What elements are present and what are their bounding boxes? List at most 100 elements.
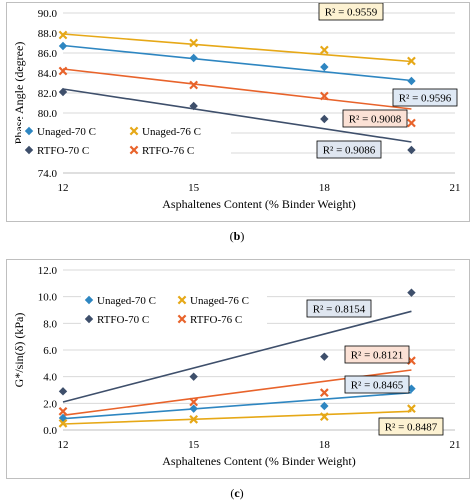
- data-point: [189, 80, 199, 90]
- data-point: [189, 53, 198, 63]
- legend: Unaged-70 C Unaged-76 C RTFO-70 C RTFO-76 C: [21, 119, 231, 163]
- legend-label: RTFO-70 C: [97, 314, 149, 326]
- series-group: [58, 87, 416, 155]
- r2-box: [316, 140, 382, 159]
- r2-box: [306, 299, 372, 318]
- r2-box: [318, 2, 384, 21]
- y-tick-label: 2.0: [43, 398, 57, 410]
- data-point: [189, 372, 198, 381]
- r2-label: R² = 0.9086: [323, 145, 376, 157]
- y-tick-label: 12.0: [38, 265, 58, 277]
- caption-c: (c): [0, 486, 474, 501]
- chart-panel-b: 74.076.078.080.082.084.086.088.090.01215…: [6, 2, 470, 222]
- x-axis-title: Asphaltenes Content (% Binder Weight): [162, 197, 355, 211]
- caption-c-letter: c: [234, 486, 240, 500]
- data-point: [407, 56, 416, 66]
- r2-label: R² = 0.9596: [399, 93, 452, 105]
- data-point: [407, 76, 416, 86]
- series-group: [58, 288, 416, 396]
- r2-label: R² = 0.8121: [351, 350, 404, 362]
- data-point: [407, 118, 416, 128]
- data-point: [320, 352, 329, 361]
- legend-marker: [84, 295, 94, 305]
- y-axis-title: G*/sin(δ) (kPa): [12, 313, 26, 388]
- r2-label: R² = 0.9008: [349, 114, 402, 126]
- data-point: [407, 145, 416, 155]
- legend-marker: [177, 314, 187, 324]
- legend-label: Unaged-70 C: [97, 295, 156, 307]
- caption-b-close: ): [240, 229, 245, 243]
- legend: Unaged-70 C Unaged-76 C RTFO-70 C RTFO-76 C: [81, 288, 267, 330]
- x-tick-label: 15: [188, 182, 200, 194]
- x-tick-label: 12: [58, 182, 69, 194]
- trendline: [62, 33, 412, 63]
- r2-box: [392, 88, 458, 107]
- x-tick-label: 15: [188, 439, 200, 451]
- trendline: [62, 44, 412, 82]
- data-point: [407, 404, 416, 414]
- data-point: [319, 412, 329, 422]
- trendline: [62, 391, 412, 420]
- chart-panel-c: 0.0 2.0 4.0 6.0 8.0 10.0 12.0 12 15 18 21 Asphalten…: [6, 259, 470, 479]
- legend-label: Unaged-70 C: [37, 126, 96, 138]
- caption-b: (b): [0, 229, 474, 244]
- r2-label: R² = 0.9559: [325, 7, 378, 19]
- legend-marker: [84, 314, 94, 324]
- phase-angle-chart: 74.076.078.080.082.084.086.088.090.01215…: [12, 2, 461, 211]
- data-point: [58, 41, 68, 51]
- y-tick-label: 10.0: [38, 292, 58, 304]
- y-tick-label: 90.0: [38, 8, 58, 20]
- y-tick-label: 0.0: [43, 425, 57, 437]
- r2-box: [344, 375, 410, 394]
- series-group: [58, 66, 416, 128]
- r2-box: [378, 417, 444, 436]
- trendline: [62, 68, 412, 110]
- legend-marker: [129, 145, 139, 155]
- legend-label: RTFO-76 C: [142, 145, 194, 157]
- data-point: [319, 45, 329, 55]
- x-tick-label: 21: [450, 182, 461, 194]
- data-point: [319, 91, 329, 101]
- y-tick-label: 86.0: [38, 48, 58, 60]
- data-point: [189, 101, 198, 111]
- data-point: [58, 387, 68, 396]
- r2-box: [344, 345, 410, 364]
- r2-box: [342, 109, 408, 128]
- caption-b-letter: b: [233, 229, 241, 243]
- trendline: [62, 88, 412, 143]
- x-tick-label: 18: [319, 182, 331, 194]
- x-tick-label: 21: [450, 439, 461, 451]
- legend-label: RTFO-76 C: [190, 314, 242, 326]
- y-tick-label: 88.0: [38, 28, 58, 40]
- x-tick-label: 18: [319, 439, 331, 451]
- data-point: [58, 87, 68, 97]
- data-point: [58, 66, 68, 76]
- legend-label: RTFO-70 C: [37, 145, 89, 157]
- caption-c-open: (: [230, 486, 235, 500]
- data-point: [189, 414, 199, 424]
- g-star-chart: 0.0 2.0 4.0 6.0 8.0 10.0 12.0 12 15 18 21 Asphalten…: [12, 265, 461, 468]
- y-tick-label: 80.0: [38, 108, 58, 120]
- data-point: [189, 404, 198, 413]
- series-group: [58, 30, 416, 66]
- caption-b-open: (: [229, 229, 234, 243]
- r2-label: R² = 0.8487: [385, 422, 438, 434]
- data-point: [319, 388, 329, 398]
- data-point: [58, 418, 68, 428]
- legend-box: [81, 288, 267, 330]
- y-tick-label: 84.0: [38, 68, 58, 80]
- series-group: [58, 41, 416, 86]
- legend-marker: [177, 295, 187, 305]
- legend-marker: [24, 145, 34, 155]
- trendline: [62, 410, 412, 425]
- legend-marker: [129, 126, 139, 136]
- legend-box: [21, 119, 231, 163]
- y-tick-label: 6.0: [43, 345, 57, 357]
- caption-c-close: ): [239, 486, 244, 500]
- data-point: [407, 288, 416, 297]
- r2-label: R² = 0.8154: [313, 304, 366, 316]
- data-point: [58, 413, 68, 423]
- y-tick-label: 4.0: [43, 372, 57, 384]
- x-tick-label: 12: [58, 439, 69, 451]
- data-point: [320, 62, 329, 72]
